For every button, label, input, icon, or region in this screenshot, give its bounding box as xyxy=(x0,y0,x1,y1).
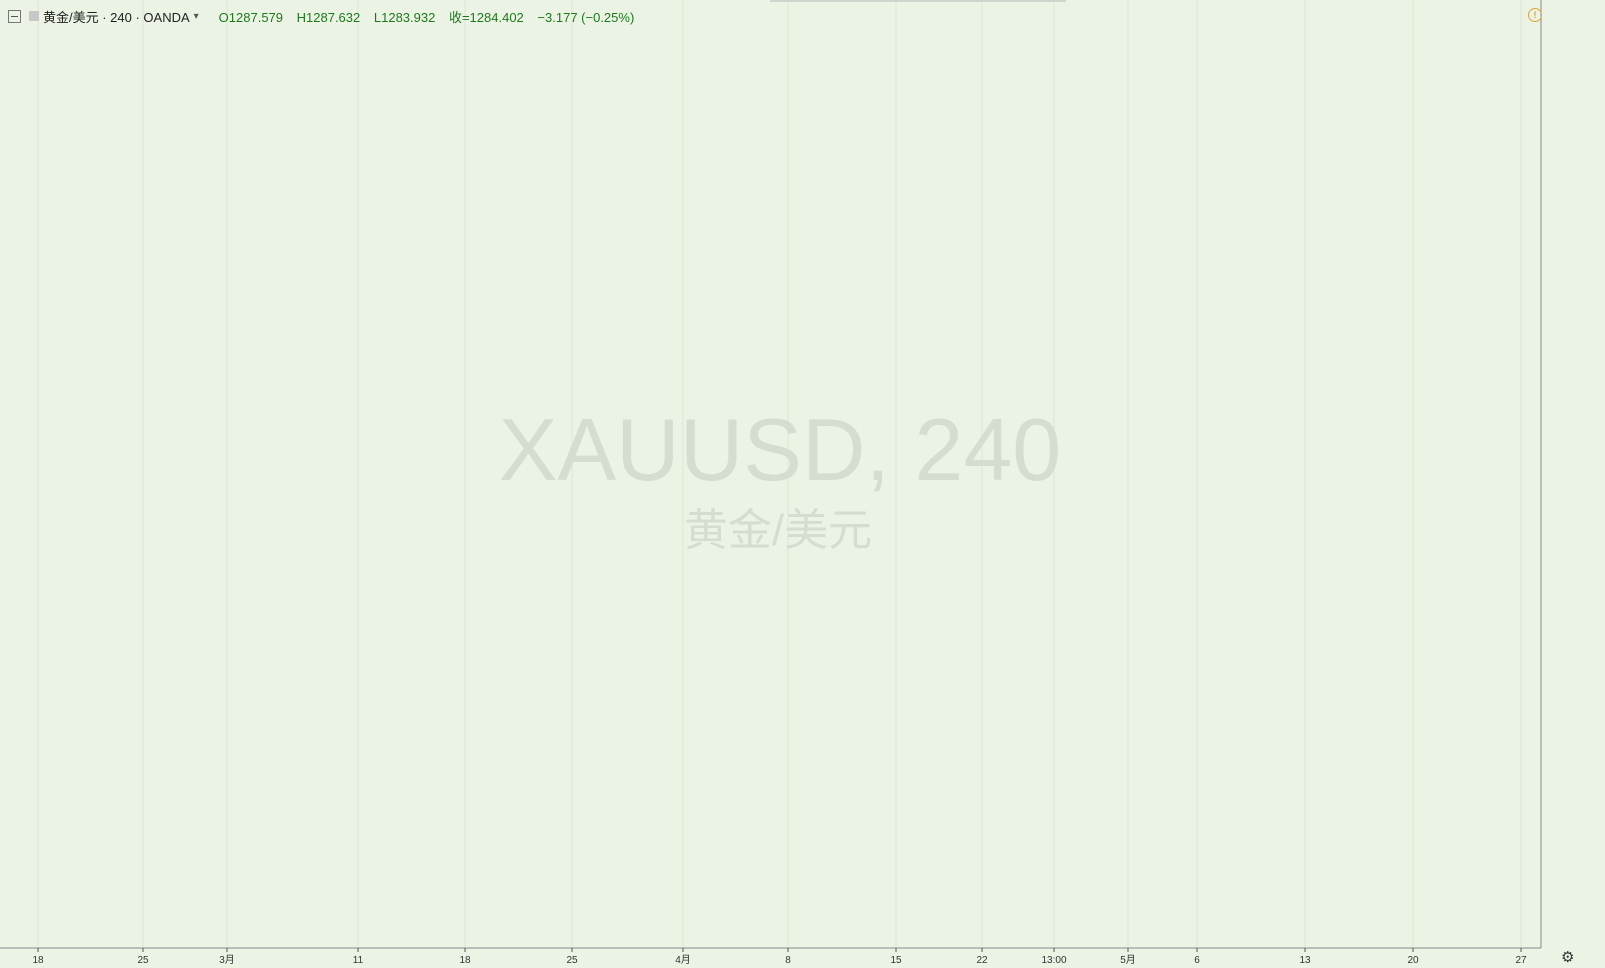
flag-icon xyxy=(29,11,39,21)
high-value: H1287.632 xyxy=(296,9,361,25)
time-tick-label: 13 xyxy=(1299,955,1311,966)
price-axis: 1228.0001232.0001236.0001240.0001244.000… xyxy=(1540,0,1605,968)
time-tick-label: 15 xyxy=(890,955,902,966)
watermark-symbol: XAUUSD, 240 xyxy=(499,400,1061,499)
time-tick-label: 3月 xyxy=(219,954,235,966)
price-axis-bg xyxy=(1541,0,1605,968)
time-tick-label: 18 xyxy=(459,955,471,966)
time-axis: 18 25 3月 11 18 25 4月 8 15 22 13:00 5月 6 13 20 27 xyxy=(0,947,1541,968)
time-tick-label: 25 xyxy=(137,955,149,966)
symbol-label[interactable]: 黄金/美元 · 240 · OANDA xyxy=(43,9,190,25)
close-value: 收=1284.402 xyxy=(448,9,524,25)
time-tick-label: 4月 xyxy=(675,954,691,966)
time-tick-label: 5月 xyxy=(1120,954,1136,966)
time-tick-label: 13:00 xyxy=(1041,955,1066,966)
collapse-icon[interactable] xyxy=(8,9,21,23)
watermark-name: 黄金/美元 xyxy=(684,506,872,555)
alert-icon[interactable]: ! xyxy=(1528,8,1542,22)
legend-header: 黄金/美元 · 240 · OANDA ▾ O1287.579 H1287.63… xyxy=(8,6,644,26)
ohlc-values: O1287.579 H1287.632 L1283.932 收=1284.402… xyxy=(219,7,645,26)
top-scroll-indicator xyxy=(770,0,1066,2)
time-tick-label: 20 xyxy=(1407,955,1419,966)
chevron-down-icon[interactable]: ▾ xyxy=(193,10,199,22)
time-tick-label: 27 xyxy=(1515,955,1527,966)
low-value: L1283.932 xyxy=(373,9,436,25)
gear-icon[interactable]: ⚙ xyxy=(1561,949,1575,966)
time-tick-label: 6 xyxy=(1194,955,1200,966)
time-tick-label: 8 xyxy=(785,955,791,966)
open-value: O1287.579 xyxy=(218,9,284,25)
time-tick-label: 25 xyxy=(566,955,578,966)
time-axis-bg xyxy=(0,948,1541,968)
time-tick-label: 11 xyxy=(353,955,364,966)
grid-lines xyxy=(37,0,1522,948)
change-value: −3.177 (−0.25%) xyxy=(537,9,635,25)
time-tick-label: 18 xyxy=(32,955,44,966)
time-tick-label: 22 xyxy=(976,955,988,966)
